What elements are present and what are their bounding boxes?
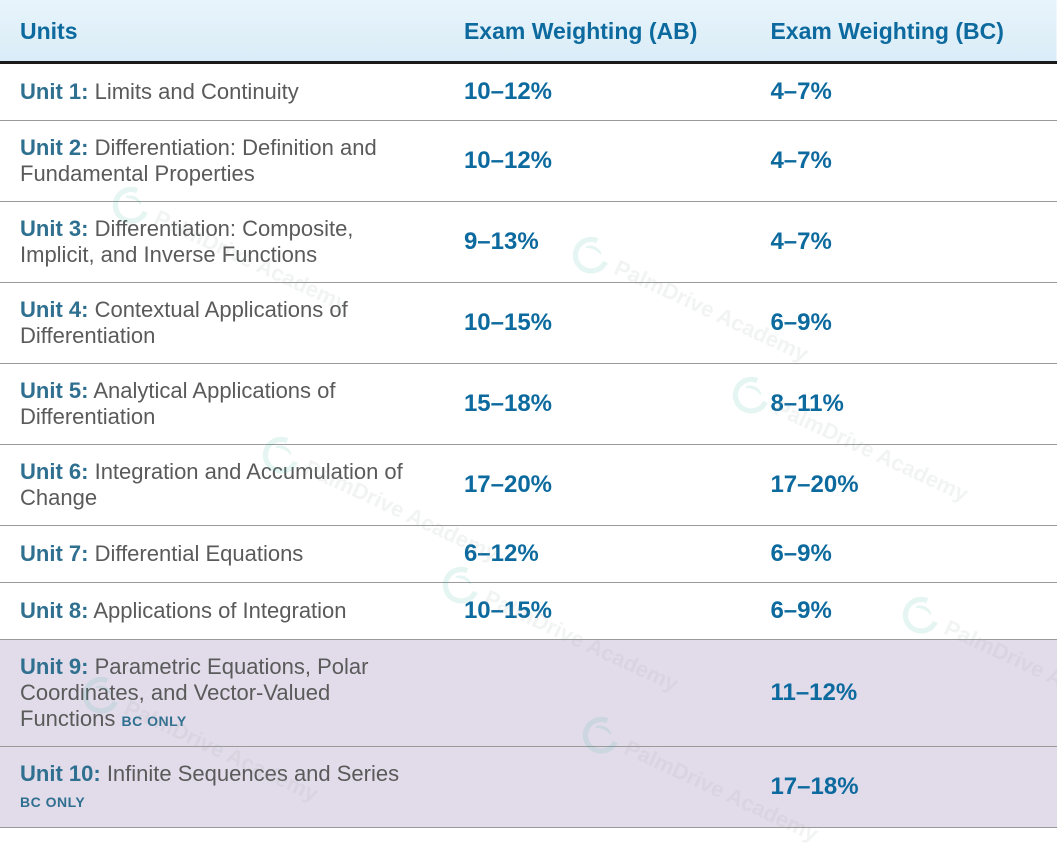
unit-cell: Unit 9: Parametric Equations, Polar Coor… [0, 640, 444, 747]
weight-bc: 8–11% [750, 364, 1057, 445]
unit-cell: Unit 1: Limits and Continuity [0, 63, 444, 121]
weight-ab: 10–12% [444, 121, 751, 202]
unit-label: Unit 3: [20, 216, 88, 241]
weight-ab: 6–12% [444, 526, 751, 583]
table-row: Unit 10: Infinite Sequences and Series B… [0, 747, 1057, 828]
weight-bc: 4–7% [750, 121, 1057, 202]
weight-ab [444, 640, 751, 747]
weight-bc: 6–9% [750, 583, 1057, 640]
unit-label: Unit 5: [20, 378, 88, 403]
weight-bc: 17–18% [750, 747, 1057, 828]
unit-cell: Unit 6: Integration and Accumulation of … [0, 445, 444, 526]
weight-ab: 10–12% [444, 63, 751, 121]
unit-cell: Unit 3: Differentiation: Composite, Impl… [0, 202, 444, 283]
weight-bc: 11–12% [750, 640, 1057, 747]
table-row: Unit 2: Differentiation: Definition and … [0, 121, 1057, 202]
unit-label: Unit 1: [20, 79, 88, 104]
unit-title: Applications of Integration [93, 598, 346, 623]
weight-ab [444, 747, 751, 828]
unit-cell: Unit 7: Differential Equations [0, 526, 444, 583]
col-header-ab: Exam Weighting (AB) [444, 0, 751, 63]
unit-title: Differential Equations [95, 541, 304, 566]
unit-label: Unit 6: [20, 459, 88, 484]
unit-cell: Unit 4: Contextual Applications of Diffe… [0, 283, 444, 364]
weight-ab: 9–13% [444, 202, 751, 283]
unit-label: Unit 8: [20, 598, 88, 623]
table-row: Unit 8: Applications of Integration 10–1… [0, 583, 1057, 640]
weight-bc: 4–7% [750, 63, 1057, 121]
table-row: Unit 9: Parametric Equations, Polar Coor… [0, 640, 1057, 747]
weight-bc: 6–9% [750, 526, 1057, 583]
unit-cell: Unit 8: Applications of Integration [0, 583, 444, 640]
weight-ab: 10–15% [444, 283, 751, 364]
unit-cell: Unit 10: Infinite Sequences and Series B… [0, 747, 444, 828]
table-row: Unit 7: Differential Equations 6–12%6–9% [0, 526, 1057, 583]
bc-only-tag: BC ONLY [20, 794, 85, 810]
weight-ab: 10–15% [444, 583, 751, 640]
unit-cell: Unit 5: Analytical Applications of Diffe… [0, 364, 444, 445]
unit-cell: Unit 2: Differentiation: Definition and … [0, 121, 444, 202]
exam-weighting-table: Units Exam Weighting (AB) Exam Weighting… [0, 0, 1057, 828]
col-header-units: Units [0, 0, 444, 63]
table-row: Unit 4: Contextual Applications of Diffe… [0, 283, 1057, 364]
weight-bc: 4–7% [750, 202, 1057, 283]
unit-label: Unit 4: [20, 297, 88, 322]
unit-title: Limits and Continuity [95, 79, 299, 104]
bc-only-tag: BC ONLY [122, 713, 187, 729]
unit-label: Unit 7: [20, 541, 88, 566]
weight-bc: 6–9% [750, 283, 1057, 364]
table-body: Unit 1: Limits and Continuity 10–12%4–7%… [0, 63, 1057, 828]
table-row: Unit 6: Integration and Accumulation of … [0, 445, 1057, 526]
col-header-bc: Exam Weighting (BC) [750, 0, 1057, 63]
table-row: Unit 1: Limits and Continuity 10–12%4–7% [0, 63, 1057, 121]
unit-label: Unit 10: [20, 761, 101, 786]
weight-bc: 17–20% [750, 445, 1057, 526]
weight-ab: 17–20% [444, 445, 751, 526]
weight-ab: 15–18% [444, 364, 751, 445]
table-row: Unit 3: Differentiation: Composite, Impl… [0, 202, 1057, 283]
table-header-row: Units Exam Weighting (AB) Exam Weighting… [0, 0, 1057, 63]
table-row: Unit 5: Analytical Applications of Diffe… [0, 364, 1057, 445]
unit-label: Unit 9: [20, 654, 88, 679]
unit-title: Infinite Sequences and Series [107, 761, 399, 786]
unit-label: Unit 2: [20, 135, 88, 160]
